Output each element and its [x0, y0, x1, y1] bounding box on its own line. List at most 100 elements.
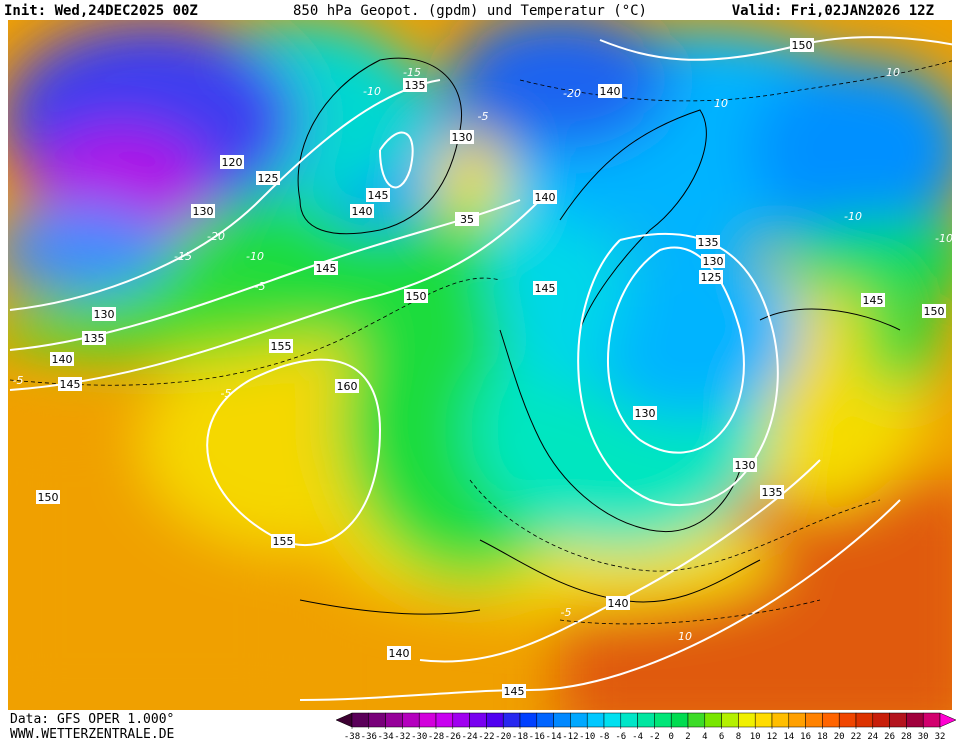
contour-label-box: [387, 646, 411, 660]
colorbar-segment: [889, 712, 907, 728]
contour-label: 150: [38, 491, 59, 504]
contour-label: 120: [222, 156, 243, 169]
colorbar-segment: [486, 712, 504, 728]
colorbar-segment: [771, 712, 790, 728]
contour-label-box: [82, 331, 106, 345]
colorbar-segment: [670, 712, 689, 728]
colorbar-segment: [469, 712, 487, 728]
colorbar-segment: [721, 712, 739, 728]
isotherms: [9, 60, 952, 625]
contour-label-box: [455, 212, 479, 226]
colorbar-tick-label: 2: [685, 732, 690, 741]
contour-label-box: [633, 406, 657, 420]
map-title: 850 hPa Geopot. (gpdm) und Temperatur (°…: [293, 3, 647, 19]
contour-label-box: [191, 204, 215, 218]
isotherm-label: -10: [246, 250, 264, 263]
contour-label-box: [606, 596, 630, 610]
colorbar-segment: [754, 712, 773, 728]
contour-label: 150: [792, 39, 813, 52]
colorbar-segment: [519, 712, 538, 728]
isotherm-label: -15: [403, 66, 421, 79]
colorbar-tick-label: -22: [478, 732, 494, 741]
colorbar-tick-label: -8: [599, 732, 610, 741]
colorbar-tick-label: 16: [800, 732, 811, 741]
colorbar-tick-label: -18: [512, 732, 528, 741]
contour-label-box: [92, 307, 116, 321]
colorbar-tick-label: -2: [649, 732, 660, 741]
colorbar-segment: [351, 712, 370, 728]
colorbar-tick-label: -16: [529, 732, 545, 741]
website: WWW.WETTERZENTRALE.DE: [10, 727, 174, 741]
colorbar-segment: [906, 712, 924, 728]
colorbar-segment: [738, 712, 756, 728]
contour-label-box: [450, 130, 474, 144]
contour-label-box: [404, 289, 428, 303]
colorbar-tick-label: 18: [817, 732, 828, 741]
colorbar-tick-label: 32: [935, 732, 946, 741]
contour-label-box: [790, 38, 814, 52]
contour-label: 130: [193, 205, 214, 218]
colorbar-segment: [603, 712, 622, 728]
colorbar-segment: [536, 712, 554, 728]
contour-label-box: [502, 684, 526, 698]
colorbar-segment: [402, 712, 420, 728]
isotherm-label: -20: [563, 87, 581, 100]
colorbar-tick-label: -6: [615, 732, 626, 741]
colorbar-tick-label: 8: [736, 732, 741, 741]
contour-label-box: [922, 304, 946, 318]
contour-label-box: [36, 490, 60, 504]
colorbar-tick-label: 26: [884, 732, 895, 741]
colorbar-segment: [822, 712, 840, 728]
contour-label: 135: [762, 486, 783, 499]
colorbar-arrow: [939, 712, 957, 728]
colorbar-segment: [855, 712, 874, 728]
contour-label: 140: [389, 647, 410, 660]
colorbar-tick-label: -10: [579, 732, 595, 741]
isotherm-label: -15: [174, 250, 192, 263]
colorbar-segment: [654, 712, 672, 728]
contour-label: 150: [924, 305, 945, 318]
valid-time: Valid: Fri,02JAN2026 12Z: [732, 3, 934, 19]
contour-label-box: [701, 254, 725, 268]
isotherm-label: -5: [255, 280, 266, 293]
contour-label-box: [699, 270, 723, 284]
isotherm-label: 10: [678, 630, 692, 643]
colorbar-tick-label: 0: [668, 732, 673, 741]
colorbar-segment: [385, 712, 403, 728]
contour-label: 140: [535, 191, 556, 204]
isotherm-label: -5: [13, 374, 24, 387]
colorbar-tick-label: 12: [767, 732, 778, 741]
colorbar-tick-label: -34: [377, 732, 393, 741]
contour-label-box: [314, 261, 338, 275]
colorbar-tick-label: 20: [834, 732, 845, 741]
contour-label-box: [269, 339, 293, 353]
header-band: [0, 0, 959, 20]
colorbar-tick-label: -4: [632, 732, 643, 741]
contour-label: 155: [271, 340, 292, 353]
colorbar-segment: [452, 712, 470, 728]
colorbar-tick-label: 30: [918, 732, 929, 741]
colorbar-segment: [704, 712, 722, 728]
colorbar-tick-label: -32: [394, 732, 410, 741]
colorbar-tick-label: -14: [545, 732, 561, 741]
data-source: Data: GFS OPER 1.000°: [10, 712, 174, 727]
contour-label: 135: [84, 332, 105, 345]
contour-label-box: [366, 188, 390, 202]
isotherm-label: -5: [561, 606, 572, 619]
contour-label: 130: [703, 255, 724, 268]
colorbar-tick-label: -36: [361, 732, 377, 741]
colorbar-segment: [922, 712, 941, 728]
colorbar-tick-label: -12: [562, 732, 578, 741]
contour-label: 145: [863, 294, 884, 307]
contour-label-box: [696, 235, 720, 249]
contour-label: 145: [504, 685, 525, 698]
contour-label-box: [58, 377, 82, 391]
contour-label: 130: [452, 131, 473, 144]
isotherm-label: 10: [714, 97, 728, 110]
colorbar-tick-label: 4: [702, 732, 707, 741]
contour-label: 130: [735, 459, 756, 472]
colorbar-segment: [435, 712, 454, 728]
colorbar-tick-label: 10: [750, 732, 761, 741]
colorbar-segment: [872, 712, 890, 728]
